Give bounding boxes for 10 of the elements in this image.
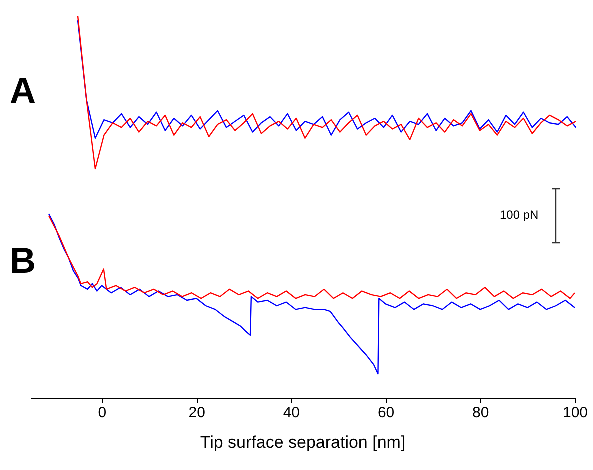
annotation: 100 pN — [500, 208, 539, 222]
x-axis-title: Tip surface separation [nm] — [200, 433, 406, 453]
text: B — [10, 240, 36, 282]
x-tick-label: 40 — [283, 404, 300, 422]
x-tick-label: 80 — [472, 404, 490, 422]
x-tick-label: 60 — [378, 404, 395, 422]
x-tick-label: 100 — [562, 404, 588, 422]
x-tick-label: 0 — [98, 404, 107, 422]
x-tick-label: 20 — [188, 404, 206, 422]
text: A — [10, 70, 36, 112]
